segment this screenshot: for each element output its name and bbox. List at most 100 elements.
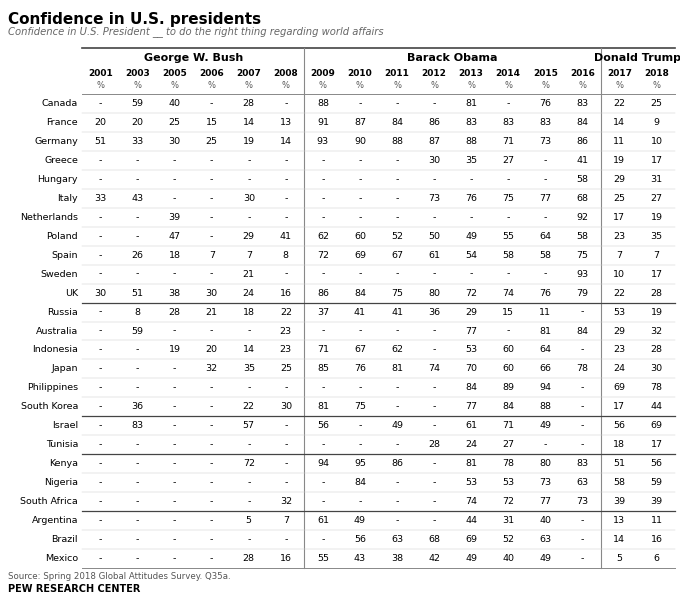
- Text: -: -: [321, 497, 324, 506]
- Text: 29: 29: [465, 307, 477, 317]
- Text: -: -: [507, 99, 510, 108]
- Text: 28: 28: [169, 307, 181, 317]
- Text: %: %: [653, 82, 660, 90]
- Text: 26: 26: [132, 251, 143, 260]
- Text: 24: 24: [465, 440, 477, 449]
- Text: 21: 21: [243, 270, 255, 279]
- Text: 20: 20: [206, 345, 218, 354]
- Text: 58: 58: [503, 251, 514, 260]
- Text: 84: 84: [391, 118, 403, 127]
- Text: -: -: [581, 535, 584, 544]
- Text: Donald Trump: Donald Trump: [594, 53, 680, 63]
- Text: 60: 60: [503, 364, 514, 373]
- Text: %: %: [171, 82, 179, 90]
- Text: -: -: [358, 497, 362, 506]
- Text: 88: 88: [391, 137, 403, 146]
- Text: -: -: [247, 440, 250, 449]
- Text: -: -: [469, 175, 473, 184]
- Text: 90: 90: [354, 137, 366, 146]
- Text: -: -: [99, 345, 102, 354]
- Text: 58: 58: [539, 251, 551, 260]
- Text: 75: 75: [503, 194, 514, 203]
- Text: -: -: [507, 270, 510, 279]
- Text: %: %: [319, 82, 327, 90]
- Text: -: -: [432, 99, 436, 108]
- Text: 20: 20: [132, 118, 143, 127]
- Text: 8: 8: [283, 251, 289, 260]
- Text: 72: 72: [317, 251, 329, 260]
- Text: 86: 86: [428, 118, 440, 127]
- Text: -: -: [136, 345, 139, 354]
- Text: 50: 50: [428, 232, 440, 241]
- Text: 22: 22: [280, 307, 292, 317]
- Text: %: %: [245, 82, 253, 90]
- Text: 60: 60: [354, 232, 366, 241]
- Text: -: -: [581, 383, 584, 392]
- Text: -: -: [247, 497, 250, 506]
- Text: 14: 14: [613, 535, 626, 544]
- Text: -: -: [173, 175, 176, 184]
- Text: -: -: [432, 459, 436, 468]
- Text: 78: 78: [651, 383, 662, 392]
- Text: 39: 39: [169, 213, 181, 222]
- Text: -: -: [395, 99, 398, 108]
- Text: 58: 58: [613, 478, 626, 487]
- Text: 31: 31: [502, 516, 514, 525]
- Text: 28: 28: [651, 345, 662, 354]
- Text: 76: 76: [539, 99, 551, 108]
- Text: 55: 55: [503, 232, 514, 241]
- Text: 21: 21: [206, 307, 218, 317]
- Text: Barack Obama: Barack Obama: [407, 53, 498, 63]
- Text: 19: 19: [169, 345, 181, 354]
- Text: 69: 69: [613, 383, 626, 392]
- Text: %: %: [282, 82, 290, 90]
- Text: 77: 77: [539, 194, 551, 203]
- Text: -: -: [210, 383, 214, 392]
- Text: -: -: [99, 175, 102, 184]
- Text: -: -: [173, 478, 176, 487]
- Text: 61: 61: [428, 251, 440, 260]
- Text: 30: 30: [95, 289, 107, 298]
- Text: -: -: [469, 213, 473, 222]
- Text: 67: 67: [354, 345, 366, 354]
- Text: 30: 30: [243, 194, 255, 203]
- Text: -: -: [284, 156, 288, 165]
- Text: 41: 41: [280, 232, 292, 241]
- Text: 63: 63: [391, 535, 403, 544]
- Text: 64: 64: [539, 345, 551, 354]
- Text: -: -: [395, 403, 398, 411]
- Text: 75: 75: [391, 289, 403, 298]
- Text: 2018: 2018: [644, 70, 669, 79]
- Text: 56: 56: [354, 535, 366, 544]
- Text: -: -: [581, 345, 584, 354]
- Text: 84: 84: [503, 403, 514, 411]
- Text: 69: 69: [354, 251, 366, 260]
- Text: 93: 93: [576, 270, 588, 279]
- Text: 73: 73: [576, 497, 588, 506]
- Text: 2013: 2013: [459, 70, 483, 79]
- Text: 83: 83: [465, 118, 477, 127]
- Text: 61: 61: [317, 516, 329, 525]
- Text: -: -: [358, 422, 362, 430]
- Text: 84: 84: [465, 383, 477, 392]
- Text: -: -: [321, 194, 324, 203]
- Text: 88: 88: [465, 137, 477, 146]
- Text: -: -: [284, 383, 288, 392]
- Text: -: -: [358, 383, 362, 392]
- Text: -: -: [395, 194, 398, 203]
- Text: 77: 77: [465, 326, 477, 336]
- Text: -: -: [247, 535, 250, 544]
- Text: Confidence in U.S. President __ to do the right thing regarding world affairs: Confidence in U.S. President __ to do th…: [8, 26, 384, 37]
- Text: -: -: [136, 156, 139, 165]
- Text: 6: 6: [653, 554, 660, 563]
- Text: 83: 83: [502, 118, 514, 127]
- Text: 72: 72: [465, 289, 477, 298]
- Text: -: -: [210, 516, 214, 525]
- Text: 2010: 2010: [347, 70, 373, 79]
- Text: 38: 38: [169, 289, 181, 298]
- Text: 72: 72: [503, 497, 514, 506]
- Text: 14: 14: [613, 118, 626, 127]
- Text: 53: 53: [502, 478, 514, 487]
- Text: -: -: [395, 440, 398, 449]
- Text: -: -: [99, 307, 102, 317]
